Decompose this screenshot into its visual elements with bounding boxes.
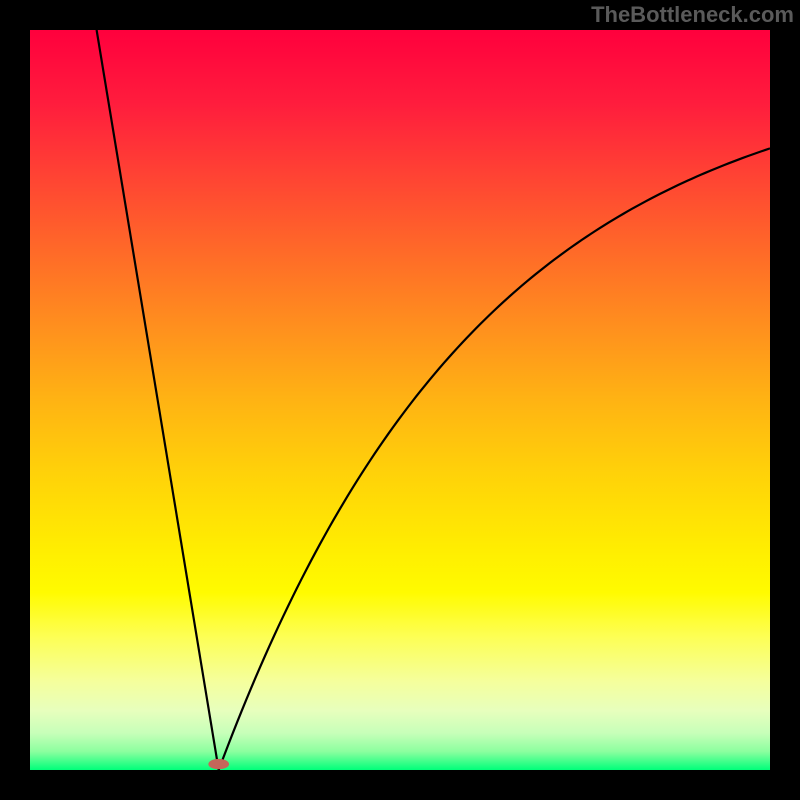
chart-svg: [0, 0, 800, 800]
watermark-text: TheBottleneck.com: [591, 2, 794, 28]
notch-marker: [208, 759, 229, 769]
chart-container: TheBottleneck.com: [0, 0, 800, 800]
plot-background: [30, 30, 770, 770]
